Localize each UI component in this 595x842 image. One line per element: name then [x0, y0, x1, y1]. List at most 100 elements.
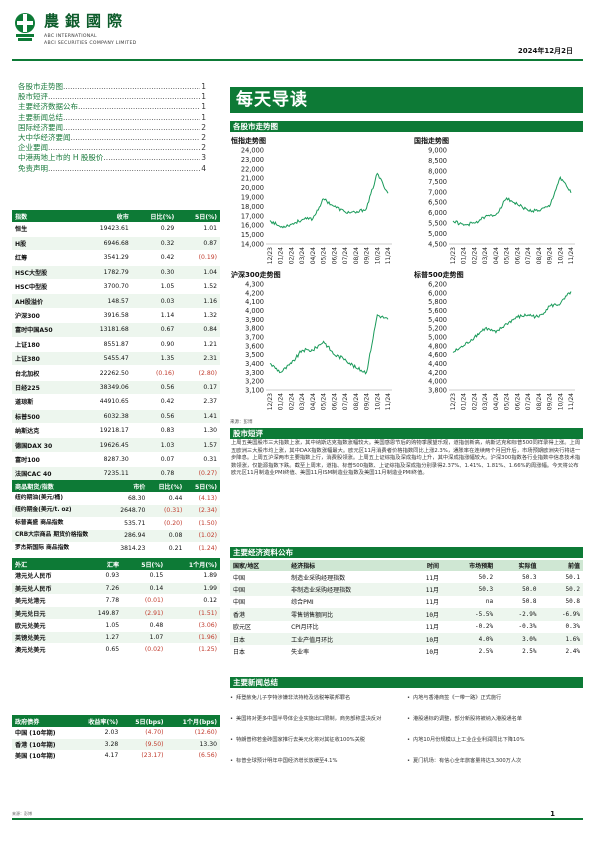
column-header: 前值	[539, 560, 583, 571]
cell-value: (0.01)	[122, 594, 167, 608]
cell-value: 1.89	[166, 570, 220, 583]
series-line	[269, 172, 389, 229]
cell-value: 0.56	[131, 380, 178, 396]
table-row: 红筹 3541.29 0.42 (0.19)	[12, 250, 220, 266]
cell-value: (1.50)	[185, 517, 220, 530]
toc-leader: ........................................…	[48, 92, 200, 102]
row-label: 标普高盛 商品指数	[12, 517, 110, 530]
cell-value: 1.99	[166, 582, 220, 596]
toc-item-title[interactable]: 大中华经济要闻	[18, 132, 71, 142]
toc-item-title[interactable]: 主要新闻总结	[18, 112, 63, 122]
cell-value: (1.02)	[185, 529, 220, 543]
y-tick-label: 22,000	[241, 165, 264, 173]
column-header: 汇率	[79, 558, 123, 570]
table-row: AH股溢价 148.57 0.03 1.16	[12, 293, 220, 309]
firm-name-en-full: ABCI SECURITIES COMPANY LIMITED	[44, 41, 137, 46]
table-row: 美元兑日元 149.87 (2.91) (1.51)	[12, 606, 220, 620]
column-header: 日比(%)	[148, 480, 186, 492]
cell-value: 0.08	[148, 529, 186, 543]
cell-value: 6946.68	[78, 236, 132, 252]
toc-item[interactable]: 股市短评....................................…	[18, 92, 206, 102]
table-row: 罗杰斯国际 商品指数 3814.23 0.21 (1.24)	[12, 542, 220, 555]
cell-value: 3814.23	[109, 542, 149, 555]
cell-value: (6.56)	[166, 750, 220, 762]
toc-item[interactable]: 主要经济数据公布................................…	[18, 102, 206, 112]
x-tick-label: 12/23	[450, 247, 457, 264]
cell-value: 制造业采购经理指数	[291, 574, 346, 582]
toc-item[interactable]: 主要新闻总结..................................…	[18, 113, 206, 123]
column-header: 实际值	[496, 560, 540, 571]
column-header: 时间	[407, 560, 442, 571]
toc-item-title[interactable]: 主要经济数据公布	[18, 102, 78, 112]
cell-value: -6.9%	[539, 608, 583, 621]
table-row: CRB大宗商品 期货价格指数 286.94 0.08 (1.02)	[12, 529, 220, 543]
toc-leader: ........................................…	[63, 122, 200, 132]
cell-value: (0.02)	[122, 643, 167, 657]
news-item: 内地与香港商签《一带一路》正式施行	[407, 695, 575, 702]
x-tick-label: 07/24	[525, 393, 532, 410]
y-tick-label: 7,000	[428, 188, 447, 196]
table-row: 纽约期油(美元/桶) 68.30 0.44 (4.13)	[12, 492, 220, 505]
row-label: 美元兑港元	[12, 594, 80, 608]
toc-item-title[interactable]: 免责声明	[18, 163, 48, 173]
y-tick-label: 3,500	[245, 351, 264, 359]
cell-value: 0.83	[131, 423, 178, 439]
y-tick-label: 5,200	[428, 325, 447, 333]
toc-item-title[interactable]: 中港两地上市的 H 股股价	[18, 153, 104, 163]
y-tick-label: 6,000	[428, 289, 447, 297]
row-label: 美国 (10年期)	[12, 750, 74, 762]
y-tick-label: 3,300	[245, 369, 264, 377]
cell-value: 11月	[425, 624, 439, 632]
column-header: 5日(%)	[177, 210, 220, 222]
toc-item-title[interactable]: 股市短评	[18, 92, 48, 102]
cell-value: 0.42	[131, 250, 178, 266]
section-header-econ: 主要经济资料公布	[230, 547, 583, 558]
y-tick-label: 4,500	[428, 241, 447, 249]
cell-value: 1.6%	[539, 632, 583, 646]
row-label: 中国 (10年期)	[12, 727, 74, 739]
toc-item[interactable]: 中港两地上市的 H 股股价...........................…	[18, 153, 206, 163]
y-tick-label: 3,200	[245, 378, 264, 386]
cell-value: 10月	[407, 632, 442, 646]
toc-item[interactable]: 大中华经济要闻.................................…	[18, 133, 206, 143]
news-item: 标普全球预计明年中国经济增长放缓至4.1%	[230, 758, 398, 765]
sp500-line-chart: 3,8004,0004,2004,4004,6004,8005,0005,200…	[428, 281, 575, 410]
y-tick-label: 3,400	[245, 360, 264, 368]
row-label: 德国DAX 30	[12, 437, 79, 453]
column-header: 外汇	[12, 558, 80, 570]
toc-item[interactable]: 企业要闻....................................…	[18, 143, 206, 153]
table-row: 美元兑人民币 7.26 0.14 1.99	[12, 582, 220, 596]
toc-leader: ........................................…	[70, 132, 201, 142]
toc-item-title[interactable]: 企业要闻	[18, 143, 48, 153]
x-tick-label: 09/24	[547, 247, 554, 264]
table-row: 标普高盛 商品指数 535.71 (0.20) (1.50)	[12, 517, 220, 530]
cell-value: 1.52	[177, 279, 220, 295]
cell-value: 4.17	[73, 750, 122, 762]
cell-value: 1.27	[79, 631, 123, 645]
table-row: 上证380 5455.47 1.35 2.31	[12, 351, 220, 367]
cell-value: CPI月环比	[291, 624, 319, 632]
table-row: 德国DAX 30 19626.45 1.03 1.57	[12, 437, 220, 453]
cell-value: 50.3	[522, 573, 537, 581]
row-label: 台北加权	[12, 365, 79, 381]
toc-item[interactable]: 免责声明....................................…	[18, 164, 206, 174]
cell-value: 3700.70	[78, 279, 132, 295]
toc-leader: ........................................…	[63, 82, 200, 91]
cell-value: (4.13)	[185, 492, 220, 505]
toc-item-title[interactable]: 各股市走势图	[18, 82, 63, 91]
y-tick-label: 14,000	[241, 241, 264, 249]
table-row: 沪深300 3916.58 1.14 1.32	[12, 308, 220, 324]
row-label: 富时100	[12, 452, 79, 468]
cell-value: 19423.61	[78, 222, 132, 237]
y-tick-label: 4,200	[245, 289, 264, 297]
cell-value: 1.35	[131, 351, 178, 367]
toc-item[interactable]: 国际经济要闻..................................…	[18, 123, 206, 133]
toc-item-title[interactable]: 国际经济要闻	[18, 122, 63, 132]
row-label: 日本	[233, 649, 246, 657]
row-label: 港元兑人民币	[12, 570, 80, 583]
cell-value: 1.03	[131, 437, 178, 453]
toc-item[interactable]: 各股市走势图..................................…	[18, 82, 206, 92]
cell-value: 0.84	[177, 322, 220, 338]
column-header: 市场预期	[441, 560, 497, 571]
cell-value: 68.30	[109, 492, 149, 505]
